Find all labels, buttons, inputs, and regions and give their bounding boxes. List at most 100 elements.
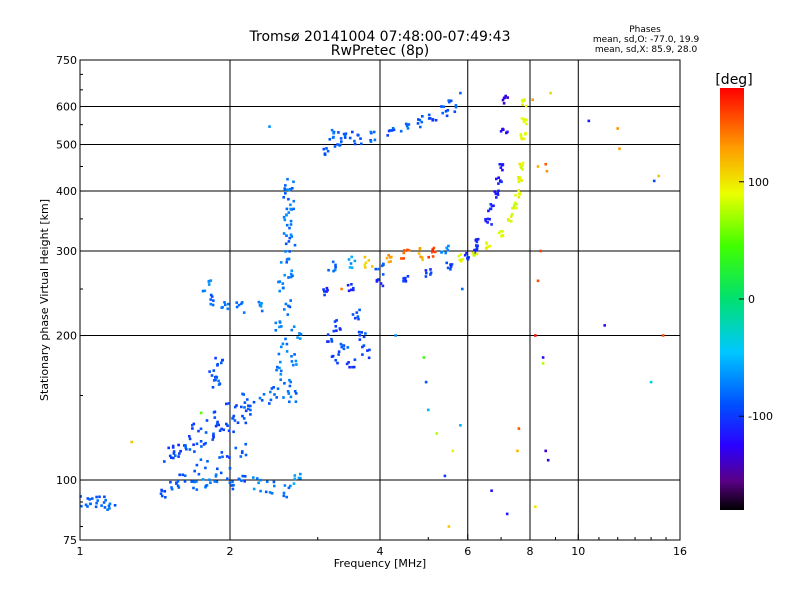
echo-point — [197, 472, 201, 476]
echo-point — [326, 288, 329, 292]
echo-point — [445, 114, 449, 118]
echo-point — [352, 288, 355, 292]
echo-point — [511, 206, 514, 210]
echo-point — [545, 169, 549, 173]
echo-point — [288, 250, 291, 253]
echo-point — [285, 258, 289, 261]
echo-point — [488, 244, 491, 248]
echo-point — [369, 140, 373, 143]
echo-point — [179, 449, 182, 453]
echo-point — [496, 191, 499, 194]
echo-point — [657, 174, 660, 178]
echo-point — [331, 260, 335, 264]
echo-point — [441, 111, 444, 115]
echo-point — [214, 475, 218, 478]
echo-point — [211, 386, 215, 389]
y-tick-label: 400 — [56, 185, 77, 198]
echo-point — [355, 311, 359, 314]
echo-point — [287, 197, 290, 201]
echo-point — [616, 127, 619, 130]
echo-point — [259, 305, 263, 308]
echo-point — [213, 410, 217, 414]
echo-point — [209, 298, 212, 301]
echo-point — [407, 123, 411, 126]
echo-point — [493, 190, 496, 193]
echo-point — [486, 217, 490, 221]
echo-point — [231, 487, 235, 491]
echo-point — [472, 254, 476, 257]
echo-point — [373, 138, 377, 142]
echo-point — [337, 131, 340, 134]
echo-point — [340, 345, 344, 349]
echo-point — [252, 476, 255, 479]
echo-point — [216, 420, 219, 424]
echo-point — [273, 484, 276, 488]
echo-point — [424, 380, 428, 384]
echo-point — [390, 255, 393, 259]
echo-point — [352, 286, 355, 290]
echo-point — [294, 359, 298, 363]
echo-point — [367, 259, 371, 262]
echo-point — [252, 400, 256, 404]
echo-point — [287, 392, 291, 395]
echo-point — [278, 280, 282, 283]
echo-point — [431, 119, 434, 122]
echo-point — [325, 290, 328, 293]
echo-point — [213, 480, 217, 483]
echo-point — [431, 250, 434, 254]
echo-point — [509, 219, 513, 223]
echo-point — [497, 176, 500, 179]
echo-point — [283, 218, 287, 222]
echo-point — [279, 360, 282, 364]
echo-point — [405, 124, 409, 128]
echo-point — [220, 451, 224, 454]
echo-point — [404, 277, 407, 281]
echo-point — [230, 484, 234, 487]
echo-point — [346, 283, 350, 287]
echo-point — [347, 258, 351, 261]
echo-point — [386, 134, 389, 137]
echo-point — [374, 267, 378, 271]
echo-point — [536, 165, 540, 168]
echo-point — [501, 98, 505, 102]
echo-point — [288, 188, 291, 192]
echo-point — [238, 478, 241, 481]
echo-point — [381, 284, 385, 288]
echo-point — [337, 353, 340, 356]
echo-point — [201, 478, 205, 481]
echo-point — [447, 525, 451, 528]
echo-point — [204, 466, 207, 470]
x-axis-label: Frequency [MHz] — [334, 557, 426, 570]
echo-point — [444, 110, 448, 113]
echo-point — [244, 421, 248, 425]
echo-point — [517, 177, 521, 181]
echo-point — [214, 473, 218, 476]
echo-point — [434, 118, 438, 122]
echo-point — [287, 257, 290, 261]
echo-point — [192, 486, 195, 490]
echo-point — [403, 249, 406, 252]
echo-point — [108, 502, 112, 506]
echo-point — [501, 230, 504, 233]
echo-point — [296, 336, 299, 339]
echo-point — [160, 494, 164, 498]
echo-point — [209, 481, 212, 484]
echo-point — [323, 290, 326, 293]
echo-point — [199, 411, 203, 415]
echo-point — [104, 498, 107, 502]
echo-point — [290, 328, 294, 332]
echo-point — [465, 252, 468, 255]
colorbar-tick-label: 0 — [748, 293, 755, 306]
echo-point — [510, 213, 514, 216]
echo-point — [499, 130, 503, 133]
echo-point — [518, 191, 522, 194]
echo-point — [259, 489, 262, 493]
echo-point — [244, 442, 247, 446]
echo-point — [275, 368, 278, 372]
echo-point — [287, 211, 291, 214]
echo-point — [177, 455, 180, 458]
echo-point — [299, 476, 302, 480]
echo-point — [392, 128, 396, 132]
echo-point — [212, 435, 215, 439]
echo-point — [512, 204, 516, 207]
